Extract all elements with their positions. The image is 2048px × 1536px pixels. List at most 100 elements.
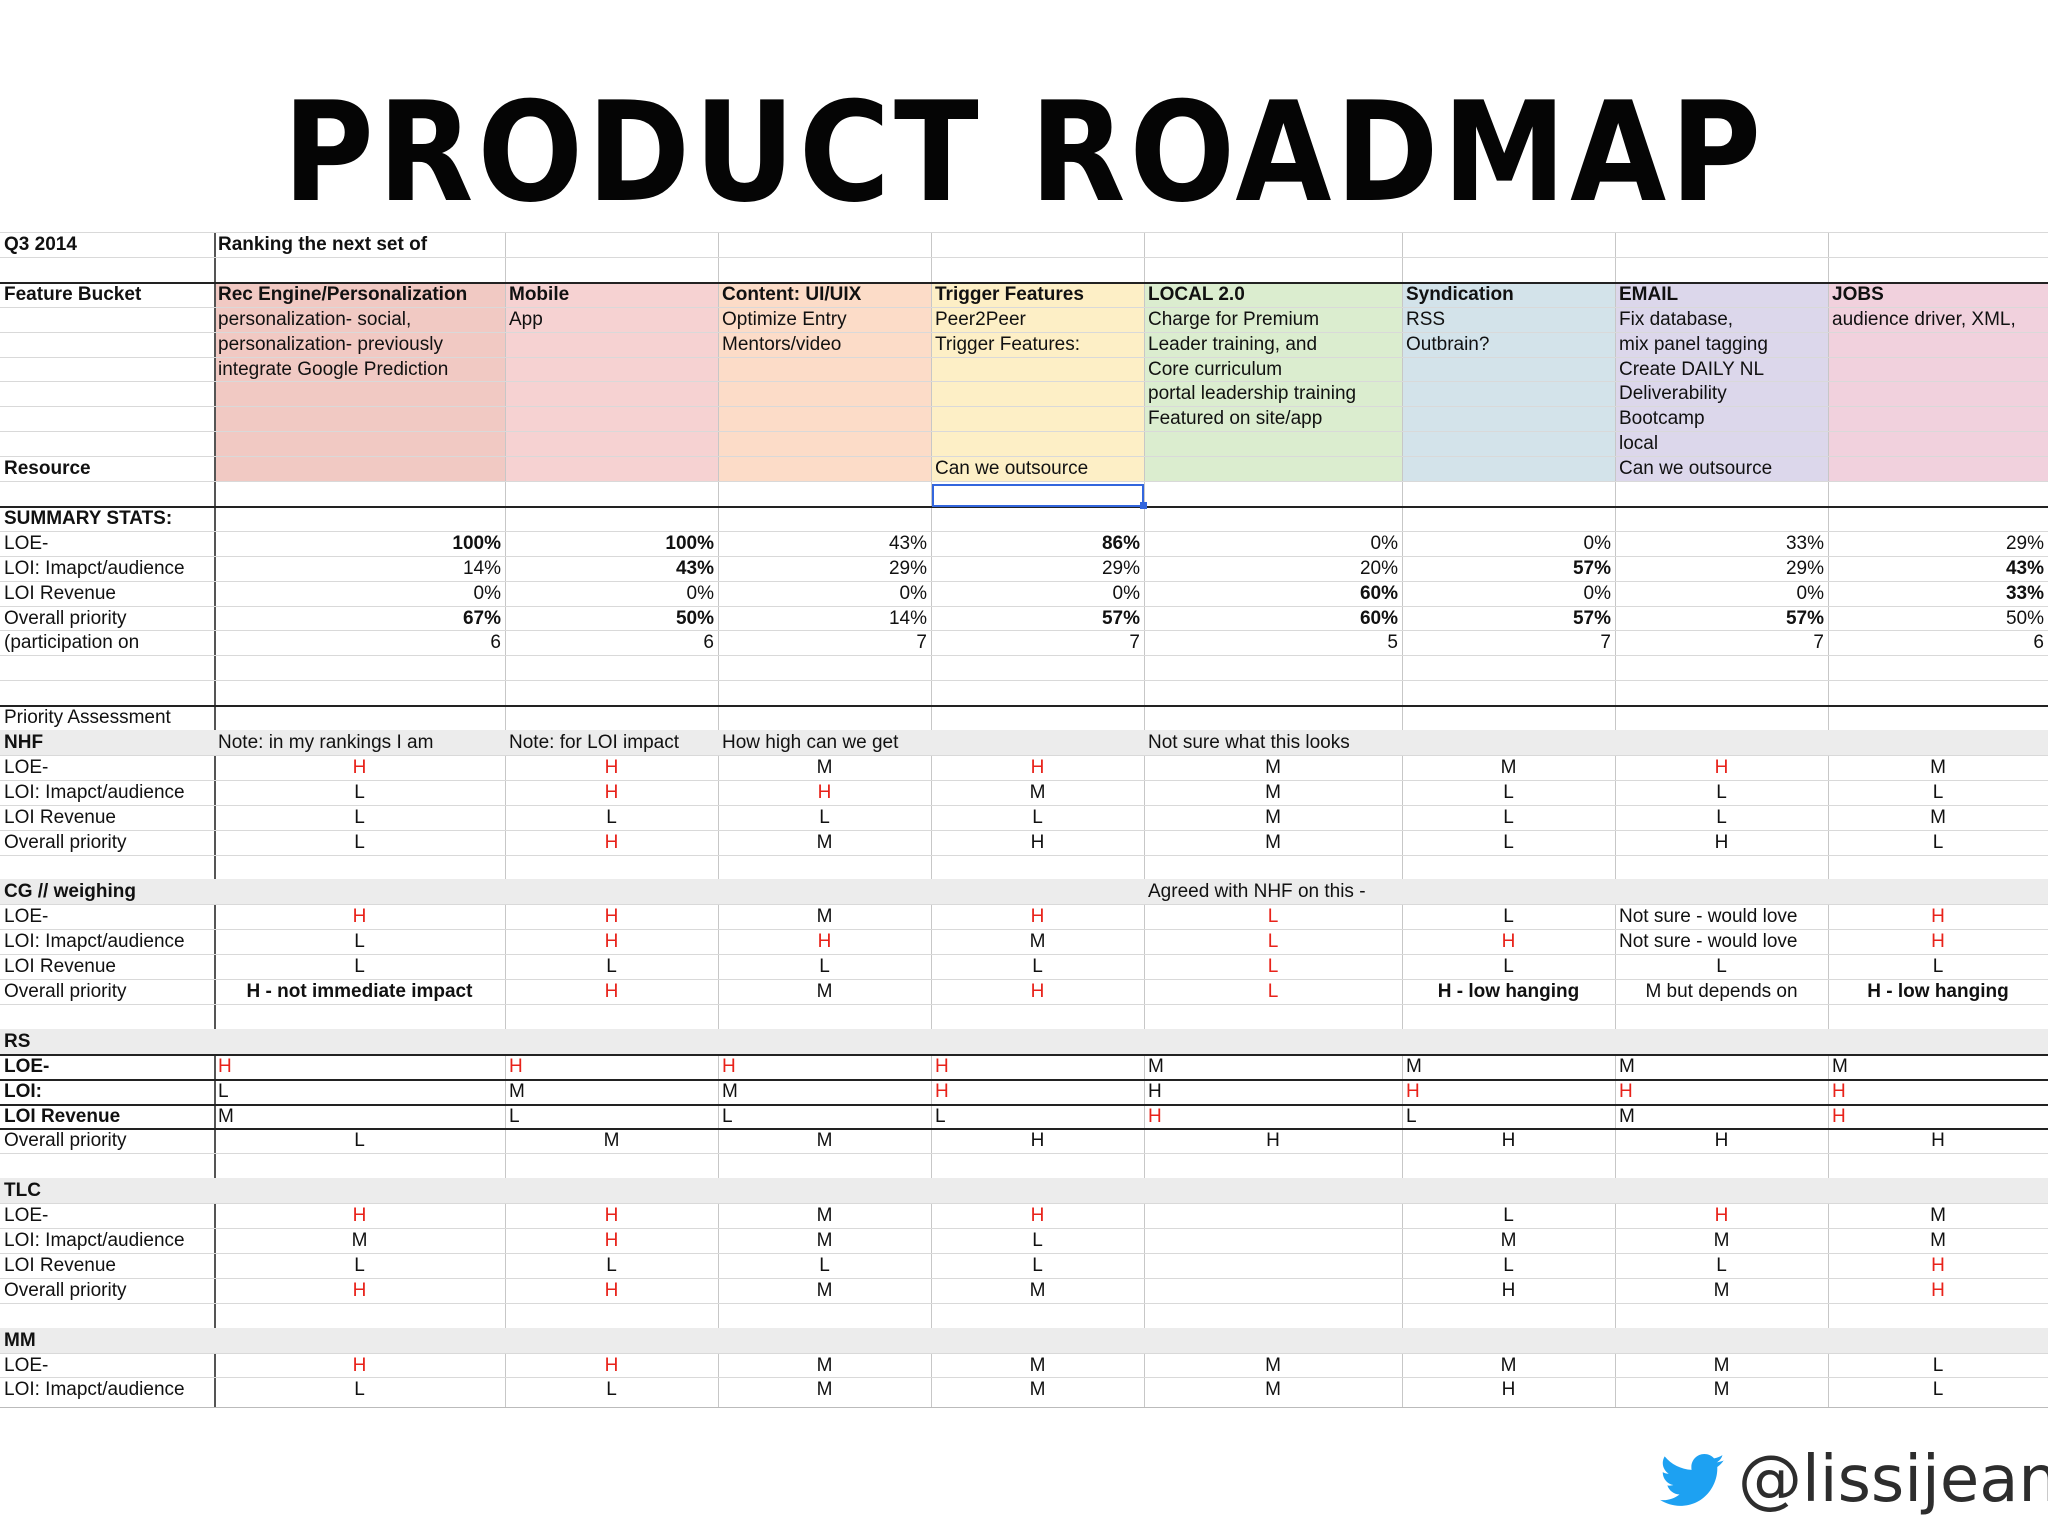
data-cell[interactable]: 6 [490,632,501,654]
row-label-cell[interactable]: LOI: [4,1080,42,1102]
data-cell[interactable]: audience driver, XML, [1832,308,2016,330]
data-cell[interactable]: L [509,1105,520,1127]
data-cell[interactable] [505,381,718,406]
data-cell[interactable]: M [1029,781,1046,803]
data-cell[interactable]: 29% [1785,557,1824,579]
row-label-cell[interactable]: LOI Revenue [4,582,116,604]
row-label-cell[interactable] [0,406,214,431]
data-cell[interactable]: 7 [916,632,927,654]
data-cell[interactable]: M [816,756,833,778]
data-cell[interactable] [1828,381,2048,406]
data-cell[interactable]: L [1716,1254,1727,1276]
data-cell[interactable]: M [816,1205,833,1227]
data-cell[interactable] [1144,1253,1402,1278]
data-cell[interactable]: L [1267,931,1279,953]
data-cell[interactable]: 100% [452,532,501,554]
data-cell[interactable]: M [816,1230,833,1251]
row-label-cell[interactable]: LOI Revenue [4,1105,121,1127]
data-cell[interactable]: H [1931,906,1945,928]
data-cell[interactable] [718,456,931,481]
data-cell[interactable]: L [354,831,365,853]
data-cell[interactable]: H - low hanging [1867,981,2009,1002]
data-cell[interactable]: Can we outsource [935,458,1089,480]
data-cell[interactable]: H [1931,1254,1945,1276]
data-cell[interactable] [505,431,718,456]
data-cell[interactable]: H [352,906,367,928]
data-cell[interactable]: H [1832,1105,1846,1127]
data-cell[interactable]: H - low hanging [1437,981,1580,1002]
data-cell[interactable]: L [1503,831,1514,853]
data-cell[interactable]: M [1930,1230,1946,1251]
data-cell[interactable] [1144,1228,1402,1253]
data-cell[interactable] [505,406,718,431]
data-cell[interactable]: H [352,1354,367,1376]
row-label-cell[interactable]: Resource [4,458,91,480]
data-cell[interactable]: H [352,756,367,778]
data-cell[interactable]: 43% [675,557,714,579]
data-cell[interactable] [214,381,505,406]
data-cell[interactable]: Deliverability [1619,383,1727,405]
data-cell[interactable] [1402,357,1615,382]
row-label-cell[interactable]: LOI Revenue [4,1254,116,1276]
data-cell[interactable] [718,879,931,904]
data-cell[interactable] [1828,456,2048,481]
data-cell[interactable]: L [935,1105,946,1127]
data-cell[interactable] [214,879,505,904]
data-cell[interactable]: M [816,831,833,853]
data-cell[interactable]: H [1832,1080,1846,1102]
data-cell[interactable]: Note: in my rankings I am [218,732,434,753]
data-cell[interactable]: H [604,1205,619,1227]
data-cell[interactable]: 33% [1785,532,1824,554]
data-cell[interactable]: H [604,1354,619,1376]
data-cell[interactable]: M [1029,1279,1046,1301]
data-cell[interactable]: Charge for Premium [1148,308,1320,330]
data-cell[interactable] [1828,332,2048,357]
data-cell[interactable]: mix panel tagging [1619,333,1768,355]
data-cell[interactable]: H [352,1205,367,1227]
data-cell[interactable] [718,431,931,456]
data-cell[interactable]: H [604,981,619,1002]
data-cell[interactable]: L [1932,781,1944,803]
data-cell[interactable]: L [354,1379,365,1401]
data-cell[interactable]: Leader training, and [1148,333,1318,355]
data-cell[interactable]: M [603,1130,620,1152]
fill-handle[interactable] [1140,502,1147,509]
data-cell[interactable]: L [218,1080,229,1102]
row-label-cell[interactable]: LOI: Imapct/audience [4,781,185,803]
data-cell[interactable]: Peer2Peer [935,308,1026,330]
data-cell[interactable]: M [1619,1055,1635,1077]
data-cell[interactable]: M [1265,831,1281,853]
data-cell[interactable]: H [1501,1379,1516,1401]
data-cell[interactable]: 7 [1600,632,1611,654]
data-cell[interactable]: 7 [1813,632,1824,654]
data-cell[interactable]: 29% [1101,557,1140,579]
data-cell[interactable] [931,879,1144,904]
data-cell[interactable]: L [1032,806,1043,828]
data-cell[interactable]: M [509,1080,525,1102]
data-cell[interactable]: personalization- social, [218,308,412,330]
data-cell[interactable]: 33% [2005,582,2044,604]
data-cell[interactable]: H [1030,1205,1045,1227]
data-cell[interactable] [1402,431,1615,456]
data-cell[interactable]: H [935,1055,949,1077]
data-cell[interactable]: M [816,1379,833,1401]
data-cell[interactable]: L [354,956,365,978]
data-cell[interactable]: L [1503,1205,1514,1227]
data-cell[interactable]: L [722,1105,733,1127]
data-cell[interactable]: 14% [462,557,501,579]
data-cell[interactable]: M [816,981,833,1002]
data-cell[interactable]: 20% [1359,557,1398,579]
data-cell[interactable]: H [1931,1279,1945,1301]
row-label-cell[interactable] [0,381,214,406]
data-cell[interactable]: H - not immediate impact [246,981,473,1002]
data-cell[interactable]: EMAIL [1619,283,1679,305]
data-cell[interactable]: H [1148,1080,1162,1102]
data-cell[interactable]: App [509,308,543,330]
data-cell[interactable] [505,332,718,357]
data-cell[interactable] [1144,1278,1402,1303]
data-cell[interactable] [1144,456,1402,481]
data-cell[interactable] [931,381,1144,406]
data-cell[interactable]: H [817,781,832,803]
data-cell[interactable]: L [1406,1105,1417,1127]
data-cell[interactable]: L [1932,831,1944,853]
